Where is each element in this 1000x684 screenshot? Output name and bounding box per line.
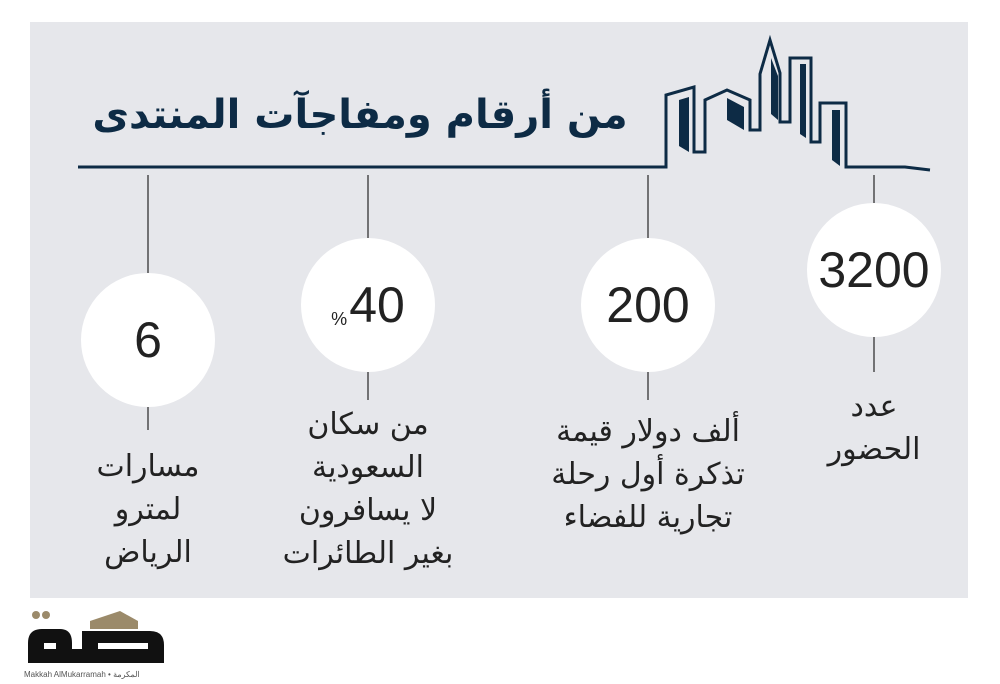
stat-value: 3200 [818, 242, 930, 298]
page-title: من أرقام ومفاجآت المنتدى [92, 92, 628, 138]
caption-line: تذكرة أول رحلة [551, 457, 745, 492]
caption-line: لمترو [114, 492, 182, 527]
stat-circle-attendance: 3200 [807, 203, 941, 337]
makkah-logo: Makkah AlMukarramah • المكرمة [20, 605, 170, 680]
makkah-logo-mark: Makkah AlMukarramah • المكرمة [24, 611, 164, 679]
stat-caption: ألف دولار قيمة تذكرة أول رحلة تجارية للف… [538, 410, 758, 539]
caption-line: لا يسافرون [298, 493, 438, 528]
stat-caption: عدد الحضور [764, 385, 984, 471]
caption-line: تجارية للفضاء [563, 500, 733, 535]
stat-value: 40 [349, 277, 405, 333]
stat-value: 6 [134, 312, 162, 368]
stat-unit: % [331, 309, 348, 329]
caption-line: من سكان [307, 407, 429, 442]
caption-line: مسارات [96, 449, 200, 484]
caption-line: ألف دولار قيمة [556, 414, 740, 449]
caption-line: بغير الطائرات [282, 536, 454, 571]
caption-line: عدد [850, 389, 898, 424]
stat-circle-metro: 6 [81, 273, 215, 407]
caption-line: الرياض [104, 535, 192, 570]
svg-text:Makkah AlMukarramah • المكرمة: Makkah AlMukarramah • المكرمة [24, 670, 140, 679]
skyline-icon [78, 34, 931, 172]
caption-line: الحضور [827, 432, 921, 467]
stat-caption: من سكان السعودية لا يسافرون بغير الطائرا… [258, 403, 478, 575]
stat-circle-space-ticket: 200 [581, 238, 715, 372]
stat-value: 200 [606, 277, 690, 333]
stat-caption: مسارات لمترو الرياض [38, 445, 258, 574]
caption-line: السعودية [311, 450, 424, 485]
stat-circle-air-travel: % 40 [301, 238, 435, 372]
